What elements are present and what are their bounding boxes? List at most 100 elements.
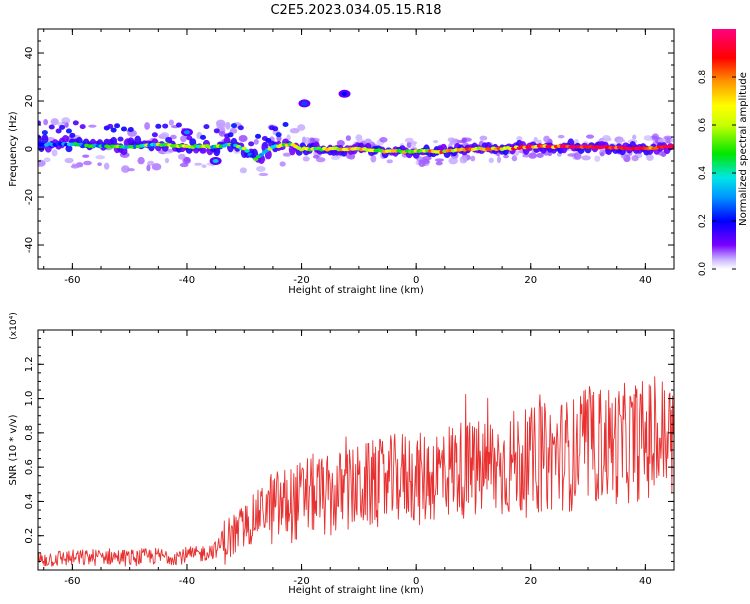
spectrogram-envelope [59, 124, 66, 130]
spectrogram-haze [225, 121, 231, 130]
spectrogram-haze [160, 132, 170, 139]
spectrogram-haze [345, 135, 351, 141]
spectrogram-envelope [213, 146, 221, 157]
spectrogram-haze [522, 154, 531, 158]
spectrogram-blob-core [341, 91, 348, 96]
spectrogram-envelope [48, 124, 55, 130]
spectrogram-haze [433, 140, 439, 144]
spectrogram-haze [170, 134, 177, 140]
spectrogram-haze [528, 152, 537, 159]
spectrogram-envelope [223, 137, 231, 144]
spectrogram-haze [511, 155, 518, 162]
spectrogram-haze [605, 137, 612, 142]
spectrogram-haze [97, 162, 102, 167]
spectrogram-haze [599, 152, 605, 157]
spectrogram-xlabel: Height of straight line (km) [288, 285, 424, 296]
spectrogram-haze [61, 121, 67, 125]
y-tick-label: 0.6 [24, 459, 35, 475]
spectrogram-envelope [41, 130, 48, 136]
spectrogram-haze [180, 135, 187, 143]
y-tick-label: 40 [24, 47, 35, 60]
x-tick-label: 40 [639, 275, 652, 286]
spectrogram-envelope [41, 134, 49, 144]
colorbar-tick-label: 0.4 [698, 166, 708, 181]
spectrogram-haze [297, 124, 306, 131]
spectrogram-haze [312, 154, 320, 159]
spectrogram-haze [38, 159, 46, 167]
spectrogram-haze [435, 161, 443, 166]
spectrogram-haze [305, 137, 310, 145]
spectrogram-haze [289, 127, 300, 134]
spectrogram-envelope [151, 132, 158, 138]
x-tick-label: -20 [293, 576, 309, 587]
spectrogram-haze [229, 127, 238, 134]
spectrogram-envelope [110, 136, 118, 146]
spectrogram-blob-core [183, 130, 190, 135]
spectrogram-haze [144, 122, 150, 130]
spectrogram-haze [461, 137, 467, 144]
snr-frame [37, 329, 675, 571]
spectrogram-envelope [237, 125, 244, 131]
spectrogram-core [258, 153, 265, 157]
spectrogram-envelope [117, 136, 124, 142]
spectrogram-core [253, 157, 259, 162]
spectrogram-envelope [55, 128, 62, 134]
spectrogram-haze [516, 135, 523, 142]
spectrogram-haze [470, 155, 476, 162]
spectrogram-haze [151, 163, 162, 171]
spectrogram-blob-core [212, 159, 219, 163]
spectrogram-haze [488, 157, 494, 164]
spectrogram-haze [543, 135, 550, 143]
spectrogram-envelope [230, 123, 237, 129]
colorbar-tick-label: 0.8 [698, 70, 708, 85]
x-tick-label: 20 [524, 275, 537, 286]
spectrogram-envelope [275, 132, 282, 138]
spectrogram-haze [479, 135, 488, 141]
spectrogram-haze [194, 162, 203, 166]
y-tick-label: 0.2 [24, 528, 35, 544]
colorbar-tick-label: 0.6 [698, 118, 708, 133]
y-tick-label: -20 [24, 189, 35, 205]
spectrogram-haze [669, 138, 674, 143]
y-tick-label: 1.2 [24, 356, 35, 372]
x-tick-label: -60 [64, 275, 80, 286]
spectrogram-envelope [255, 133, 262, 139]
colorbar-label: Normalized spectral amplitude [738, 72, 749, 226]
chart-title: C2E5.2023.034.05.15.R18 [270, 3, 441, 18]
spectrogram-envelope [272, 126, 279, 132]
spectrogram-haze [302, 156, 310, 162]
spectrogram-envelope [62, 135, 70, 143]
spectrogram-haze [533, 136, 538, 143]
spectrogram-envelope [213, 128, 220, 134]
spectrogram-haze [121, 165, 130, 173]
x-tick-label: -20 [293, 275, 309, 286]
spectrogram-envelope [282, 121, 289, 127]
spectrogram-haze [315, 157, 326, 163]
spectrogram-haze [594, 155, 601, 162]
spectrogram-haze [201, 164, 207, 168]
spectrogram-core [244, 149, 250, 153]
spectrogram-haze [82, 154, 90, 158]
spectrogram-haze [459, 156, 467, 164]
spectrogram-haze [279, 161, 286, 167]
spectrogram-envelope [65, 128, 72, 134]
spectrogram-haze [657, 138, 667, 144]
spectrogram-haze [496, 156, 502, 164]
spectrogram-haze [434, 158, 445, 162]
y-tick-label: 0 [24, 146, 35, 152]
spectrogram-core [671, 144, 674, 148]
spectrogram-haze [183, 156, 191, 163]
spectrogram-haze [218, 131, 226, 137]
spectrogram-haze [88, 124, 97, 128]
y-tick-label: 20 [24, 95, 35, 108]
x-tick-label: 20 [524, 576, 537, 587]
spectrogram-core [250, 154, 256, 158]
spectrogram-haze [177, 153, 186, 160]
snr-axes: -60 -40 -20 0 20 40 0.2 0.4 0.6 0.8 1.0 1.2 [24, 329, 675, 587]
spectrogram-envelope [203, 124, 210, 130]
spectrogram-core [241, 146, 247, 151]
spectrogram-haze [370, 155, 377, 163]
spectrogram-envelope [248, 141, 255, 147]
spectrogram-haze [258, 172, 269, 177]
spectrogram-haze [83, 160, 92, 166]
